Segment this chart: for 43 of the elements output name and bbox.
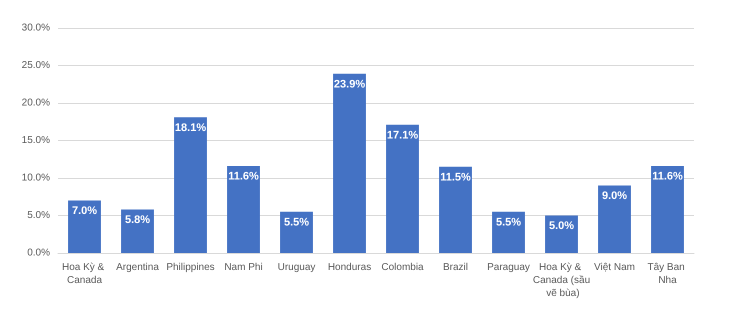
y-tick-label: 10.0% [22,172,50,184]
data-label: 7.0% [72,205,98,217]
bar [651,166,684,253]
bar [545,216,578,253]
y-tick-label: 5.0% [27,210,50,221]
bar [174,117,207,253]
bar [280,212,313,253]
data-label: 11.6% [652,170,684,182]
bar [227,166,260,253]
bar [598,186,631,253]
y-tick-label: 0.0% [27,248,50,258]
x-tick-label: Nam Phi [224,262,263,273]
x-tick-label: Philippines [166,262,215,273]
data-label: 17.1% [386,129,418,142]
x-tick-label: Hoa Kỳ & Canada (sầu vẽ bùa) [532,262,590,299]
x-tick-label: Honduras [328,262,372,273]
data-label: 11.6% [228,170,260,182]
y-tick-label: 25.0% [22,60,50,71]
data-label: 23.9% [334,78,366,90]
bar [492,212,525,253]
x-tick-label: Hoa Kỳ & Canada [62,262,108,286]
x-tick-label: Argentina [116,262,160,273]
bar [68,200,101,253]
data-label: 5.5% [496,216,522,228]
x-tick-label: Paraguay [487,262,530,273]
x-tick-label: Việt Nam [594,262,635,273]
bar [386,124,419,253]
bar [439,166,472,253]
y-tick-label: 20.0% [22,98,50,108]
data-label: 11.5% [440,171,472,184]
data-label: 18.1% [174,122,206,134]
data-label: 5.5% [284,216,310,228]
y-tick-label: 15.0% [22,135,50,146]
data-label: 9.0% [602,190,628,202]
bar [333,74,366,253]
y-tick-label: 30.0% [22,22,50,34]
x-tick-label: Colombia [381,262,424,273]
x-tick-label: Tây Ban Nha [647,262,688,286]
data-label: 5.0% [548,220,574,232]
x-tick-label: Brazil [442,262,468,273]
data-label: 5.8% [124,214,150,226]
x-tick-label: Uruguay [278,262,316,273]
bar [121,210,154,253]
